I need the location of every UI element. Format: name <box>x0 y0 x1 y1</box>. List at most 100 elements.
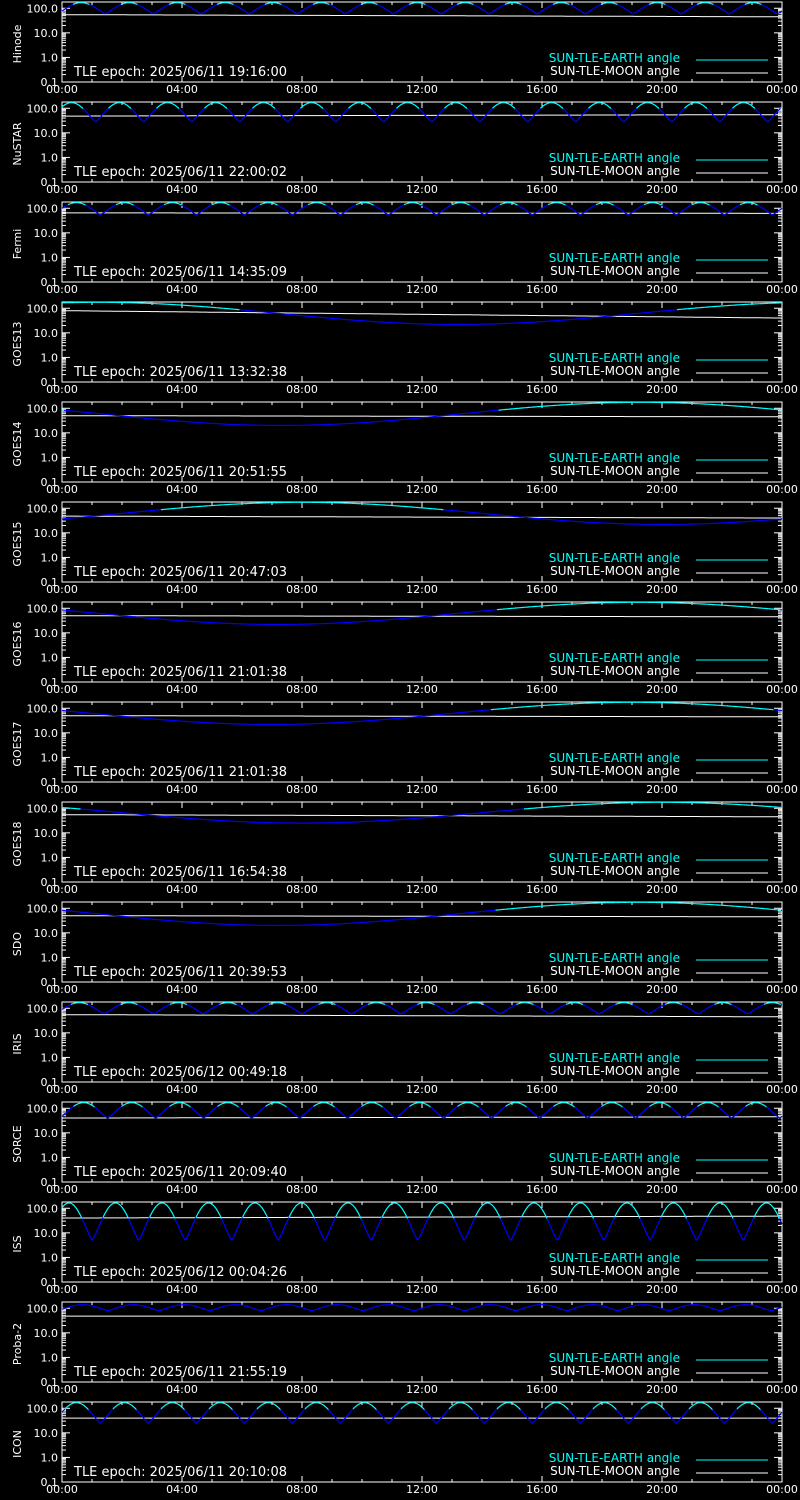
sun-tle-earth-line <box>456 2 474 6</box>
sun-tle-earth-line <box>520 1202 548 1219</box>
x-tick-label: 16:00 <box>526 983 558 996</box>
x-tick-label: 04:00 <box>166 1383 198 1396</box>
x-tick-label: 12:00 <box>406 883 438 896</box>
sun-tle-earth-line <box>739 202 758 206</box>
satellite-panel: 0.1 1.0 10.0 100.0 00:00 04:00 08:00 12:00 16:00… <box>11 1301 798 1396</box>
sun-tle-earth-line <box>496 601 780 611</box>
x-tick-label: 08:00 <box>286 483 318 496</box>
sun-tle-earth-line <box>185 3 218 15</box>
sun-tle-earth-line <box>382 1105 410 1119</box>
x-tick-label: 08:00 <box>286 1083 318 1096</box>
y-tick-label: 10.0 <box>34 227 59 240</box>
x-tick-label: 12:00 <box>406 1483 438 1496</box>
sun-tle-earth-line <box>334 1202 362 1219</box>
sun-tle-earth-line <box>763 1002 782 1006</box>
satellite-panel: 0.1 1.0 10.0 100.0 00:00 04:00 08:00 12:00 16:00… <box>11 601 798 696</box>
x-tick-label: 00:00 <box>46 883 78 896</box>
sun-tle-earth-line <box>466 1002 485 1006</box>
satellite-name-label: GOES14 <box>11 421 24 466</box>
sun-tle-earth-line <box>136 1408 162 1424</box>
x-tick-label: 00:00 <box>766 1083 798 1096</box>
y-tick-label: 100.0 <box>27 1102 59 1115</box>
sun-tle-earth-line <box>89 3 122 15</box>
y-tick-label: 1.0 <box>41 51 59 64</box>
sun-tle-moon-line <box>62 515 783 519</box>
sun-tle-earth-line <box>670 1105 698 1119</box>
y-tick-label: 100.0 <box>27 802 59 815</box>
sun-tle-earth-line <box>648 2 666 6</box>
legend-earth-label: SUN-TLE-EARTH angle <box>549 51 680 65</box>
x-tick-label: 00:00 <box>46 1483 78 1496</box>
x-tick-label: 12:00 <box>406 283 438 296</box>
x-tick-label: 16:00 <box>526 383 558 396</box>
sun-tle-earth-line <box>376 1408 402 1424</box>
sun-tle-earth-line <box>595 202 614 206</box>
legend-moon-label: SUN-TLE-MOON angle <box>550 164 680 178</box>
x-tick-label: 04:00 <box>166 83 198 96</box>
sun-tle-earth-line <box>514 107 541 123</box>
sun-tle-earth-line <box>360 2 378 6</box>
sun-tle-earth-line <box>588 102 612 110</box>
sun-tle-earth-line <box>233 3 266 15</box>
sun-tle-earth-line <box>178 107 205 123</box>
sun-tle-earth-line <box>115 202 134 206</box>
sun-tle-earth-line <box>418 107 445 123</box>
sun-tle-earth-line <box>778 1218 783 1225</box>
x-tick-label: 04:00 <box>166 983 198 996</box>
sun-tle-earth-line <box>505 1102 527 1108</box>
sun-tle-earth-line <box>137 3 170 15</box>
sun-tle-earth-line <box>417 1002 435 1006</box>
sun-tle-earth-line <box>130 107 157 123</box>
x-tick-label: 00:00 <box>766 183 798 196</box>
legend-moon-label: SUN-TLE-MOON angle <box>550 64 680 78</box>
sun-tle-earth-line <box>681 1003 715 1015</box>
legend-moon-label: SUN-TLE-MOON angle <box>550 964 680 978</box>
sun-tle-earth-line <box>361 1102 383 1108</box>
satellite-panel: 0.1 1.0 10.0 100.0 00:00 04:00 08:00 12:00 16:00… <box>11 301 798 396</box>
x-tick-label: 00:00 <box>766 283 798 296</box>
sun-tle-earth-line <box>472 1408 498 1424</box>
satellite-name-label: ICON <box>11 1430 24 1458</box>
sun-tle-earth-line <box>617 3 650 15</box>
y-tick-label: 0.1 <box>41 476 59 489</box>
sun-tle-earth-line <box>328 1408 354 1424</box>
sun-tle-earth-line <box>168 2 186 6</box>
sun-tle-earth-line <box>268 1002 287 1006</box>
sun-tle-earth-line <box>367 1002 386 1006</box>
sun-tle-earth-line <box>517 204 549 216</box>
x-tick-label: 20:00 <box>646 1183 678 1196</box>
sun-tle-earth-line <box>329 3 362 15</box>
legend-earth-label: SUN-TLE-EARTH angle <box>549 851 680 865</box>
sun-tle-earth-line <box>274 107 301 123</box>
y-tick-label: 100.0 <box>27 702 59 715</box>
sun-tle-earth-line <box>252 102 276 110</box>
sun-tle-earth-line <box>562 107 589 123</box>
sun-tle-earth-line <box>377 3 410 15</box>
legend-moon-label: SUN-TLE-MOON angle <box>550 664 680 678</box>
satellite-name-label: GOES17 <box>11 721 24 766</box>
x-tick-label: 00:00 <box>46 83 78 96</box>
sun-tle-earth-line <box>691 202 710 206</box>
sun-tle-earth-line <box>137 1003 171 1015</box>
y-tick-label: 0.1 <box>41 676 59 689</box>
sun-tle-earth-line <box>360 1217 383 1241</box>
sun-tle-earth-line <box>61 1003 72 1010</box>
satellite-panel: 0.1 1.0 10.0 100.0 00:00 04:00 08:00 12:00 16:00… <box>11 1 798 96</box>
x-tick-label: 12:00 <box>406 783 438 796</box>
sun-tle-earth-line <box>313 1102 335 1108</box>
x-tick-label: 04:00 <box>166 1483 198 1496</box>
sun-tle-earth-line <box>384 1003 418 1015</box>
sun-tle-earth-line <box>239 309 677 325</box>
sun-tle-earth-line <box>696 2 714 6</box>
x-tick-label: 12:00 <box>406 683 438 696</box>
legend-moon-label: SUN-TLE-MOON angle <box>550 364 680 378</box>
satellite-panel: 0.1 1.0 10.0 100.0 00:00 04:00 08:00 12:00 16:00… <box>11 801 798 896</box>
tle-epoch-label: TLE epoch: 2025/06/11 20:39:53 <box>73 965 287 980</box>
y-tick-label: 1.0 <box>41 851 59 864</box>
y-tick-label: 0.1 <box>41 1076 59 1089</box>
x-tick-label: 20:00 <box>646 283 678 296</box>
x-tick-label: 00:00 <box>766 483 798 496</box>
sun-tle-earth-line <box>184 1408 210 1424</box>
sun-tle-earth-line <box>277 204 309 216</box>
sun-tle-earth-line <box>236 1003 270 1015</box>
